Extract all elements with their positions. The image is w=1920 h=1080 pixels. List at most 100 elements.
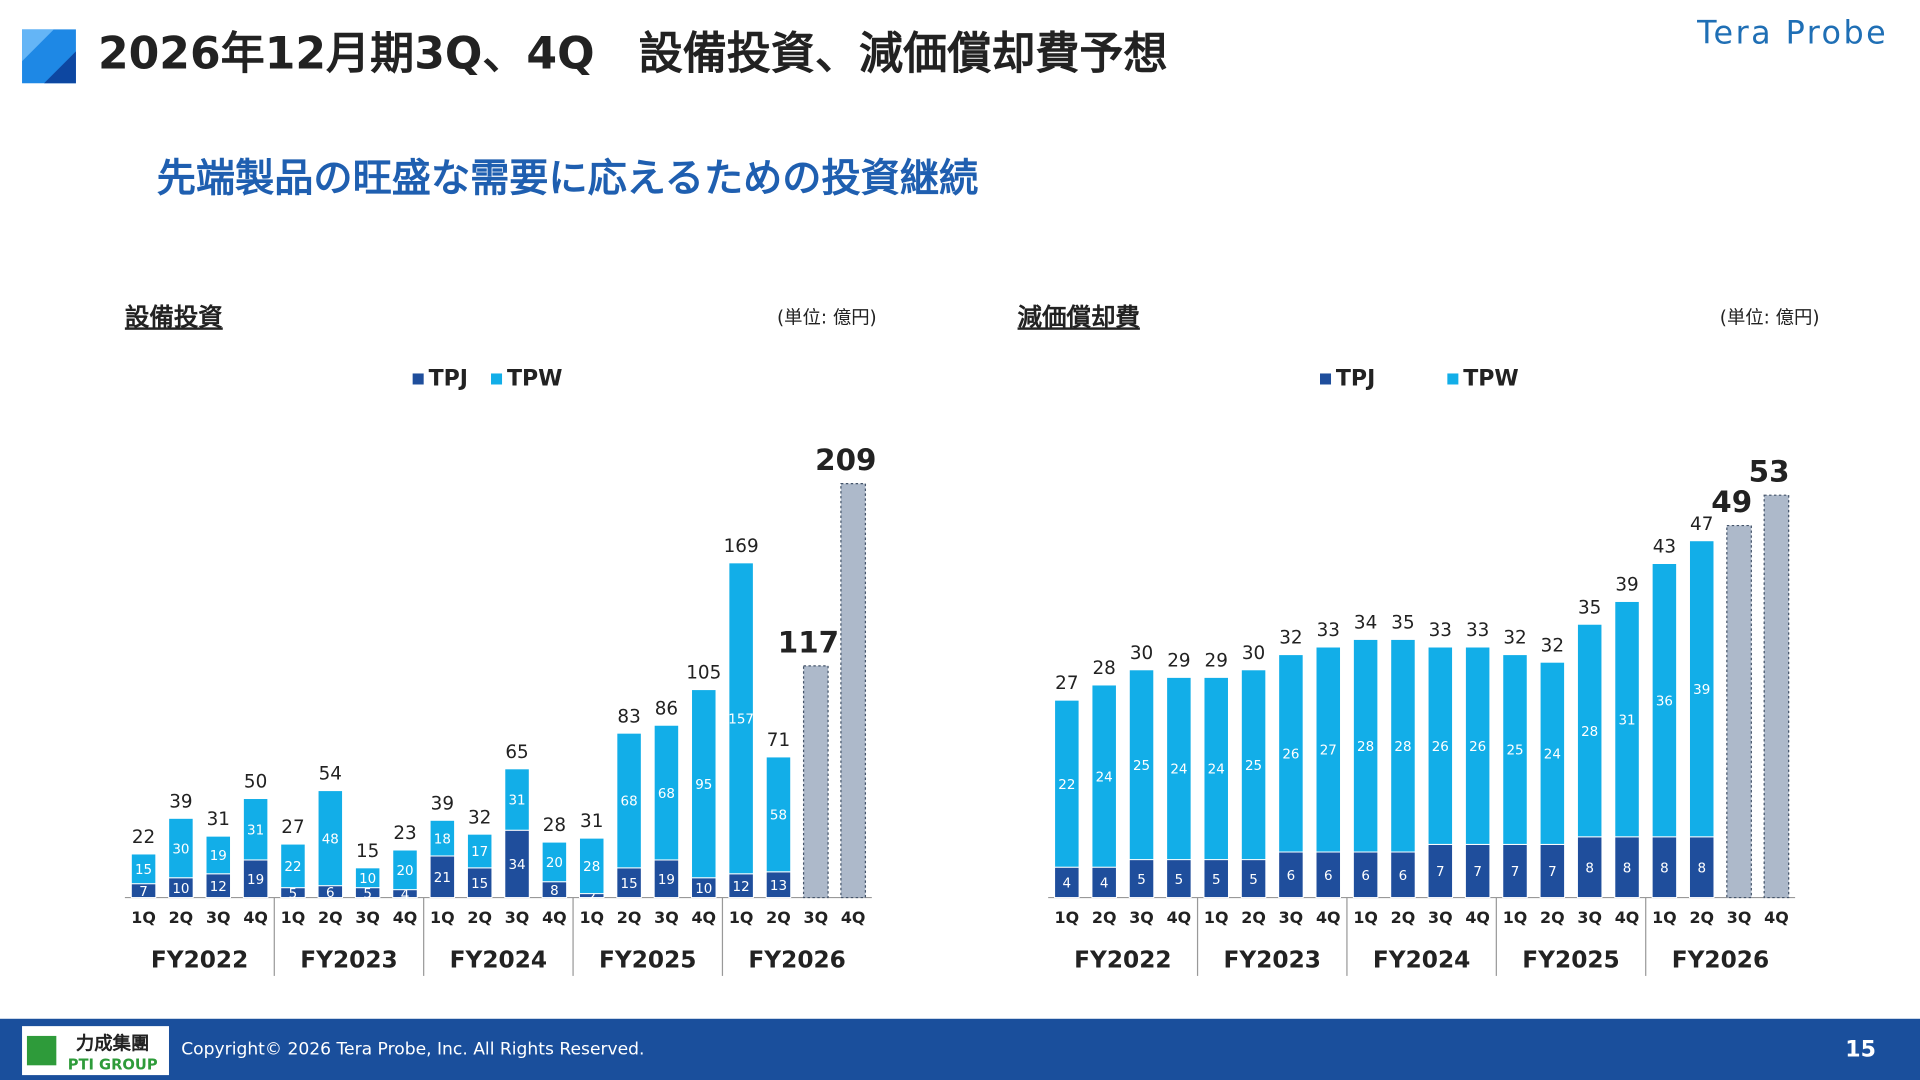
total-label: 47 (1690, 514, 1713, 535)
total-label: 29 (1167, 650, 1190, 671)
x-tick-label: 3Q (654, 908, 679, 927)
x-tick-label: 4Q (1167, 908, 1192, 927)
bar-segment (1651, 836, 1678, 899)
bar-segment (1576, 623, 1603, 838)
x-tick-label: 1Q (1652, 908, 1677, 927)
bar-segment (1315, 851, 1341, 899)
segment-label: 2 (587, 890, 596, 905)
total-label: 54 (319, 764, 342, 785)
total-label: 65 (505, 742, 528, 763)
segment-label: 4 (401, 888, 410, 903)
segment-label: 8 (1623, 861, 1632, 876)
total-label: 32 (1541, 635, 1564, 656)
group-label: FY2023 (300, 947, 397, 974)
total-label: 22 (132, 827, 155, 848)
segment-label: 157 (728, 713, 754, 728)
segment-label: 22 (1058, 778, 1075, 793)
bar-segment (1278, 851, 1304, 899)
segment-label: 5 (1175, 873, 1184, 888)
segment-label: 6 (326, 886, 335, 901)
segment-label: 8 (1697, 861, 1706, 876)
segment-label: 28 (583, 860, 600, 875)
bar-segment (1539, 661, 1566, 845)
group-label: FY2025 (599, 947, 696, 974)
legend-swatch (1320, 373, 1332, 385)
bar-segment (1128, 859, 1155, 899)
segment-label: 6 (1399, 869, 1408, 884)
segment-label: 7 (1548, 865, 1557, 880)
bar-segment (1166, 859, 1192, 899)
bar-segment (1166, 676, 1192, 861)
bar-segment (205, 835, 231, 875)
bar-segment (1464, 843, 1491, 899)
x-tick-label: 4Q (393, 908, 418, 927)
bar-segment (765, 871, 792, 899)
segment-label: 25 (1133, 759, 1150, 774)
legend-swatch (412, 373, 424, 385)
segment-label: 39 (1693, 683, 1710, 698)
total-label: 31 (207, 809, 230, 830)
legend-label: TPW (507, 367, 562, 392)
subtitle: 先端製品の旺盛な需要に応えるための投資継続 (157, 157, 978, 202)
x-tick-label: 3Q (1727, 908, 1752, 927)
segment-label: 26 (1432, 740, 1449, 755)
x-tick-label: 2Q (766, 908, 791, 927)
total-label: 33 (1466, 620, 1489, 641)
bar-segment (1315, 646, 1341, 853)
total-label: 169 (724, 536, 759, 557)
segment-label: 68 (621, 795, 638, 810)
footer-band (0, 1018, 1920, 1080)
bar-segment (466, 833, 493, 869)
total-label: 27 (281, 817, 304, 838)
segment-label: 6 (1287, 869, 1296, 884)
segment-label: 18 (434, 832, 451, 847)
segment-label: 68 (658, 787, 675, 802)
x-tick-label: 1Q (1204, 908, 1229, 927)
chart-title: 設備投資 (125, 302, 223, 331)
segment-label: 17 (471, 845, 488, 860)
legend-label: TPJ (1336, 367, 1375, 392)
bar-segment (1502, 843, 1528, 899)
group-label: FY2025 (1522, 947, 1619, 974)
group-label: FY2023 (1224, 947, 1321, 974)
bar-segment (1427, 843, 1454, 899)
bar-segment (1390, 638, 1416, 853)
segment-label: 5 (1249, 873, 1258, 888)
legend-label: TPJ (429, 367, 468, 392)
bar-segment (1278, 654, 1304, 853)
x-tick-label: 2Q (169, 908, 194, 927)
segment-label: 4 (1100, 877, 1109, 892)
segment-label: 12 (733, 880, 750, 895)
segment-label: 24 (1170, 763, 1187, 778)
segment-label: 28 (1581, 725, 1598, 740)
total-label: 34 (1354, 613, 1377, 634)
total-label: 32 (468, 807, 491, 828)
segment-label: 31 (1618, 713, 1635, 728)
bar-segment (168, 817, 194, 879)
unit-label: (単位: 億円) (777, 307, 877, 328)
x-tick-label: 3Q (505, 908, 530, 927)
x-tick-label: 1Q (1055, 908, 1080, 927)
forecast-label: 49 (1711, 485, 1752, 519)
segment-label: 95 (695, 778, 712, 793)
bar-segment (1689, 540, 1715, 838)
group-label: FY2026 (1672, 947, 1769, 974)
bar-segment (1240, 859, 1267, 899)
x-tick-label: 3Q (1279, 908, 1304, 927)
x-tick-label: 4Q (542, 908, 567, 927)
x-tick-label: 3Q (1129, 908, 1154, 927)
segment-label: 15 (621, 877, 638, 892)
segment-label: 13 (770, 879, 787, 894)
segment-label: 15 (471, 877, 488, 892)
bar-segment (1427, 646, 1454, 845)
segment-label: 58 (770, 809, 787, 824)
total-label: 43 (1653, 537, 1676, 558)
segment-label: 28 (1394, 740, 1411, 755)
total-label: 39 (431, 793, 454, 814)
bar-segment (1614, 600, 1640, 838)
x-tick-label: 4Q (1615, 908, 1640, 927)
bar-segment (1390, 851, 1416, 899)
segment-label: 25 (1506, 744, 1523, 759)
bar-segment (765, 756, 792, 873)
